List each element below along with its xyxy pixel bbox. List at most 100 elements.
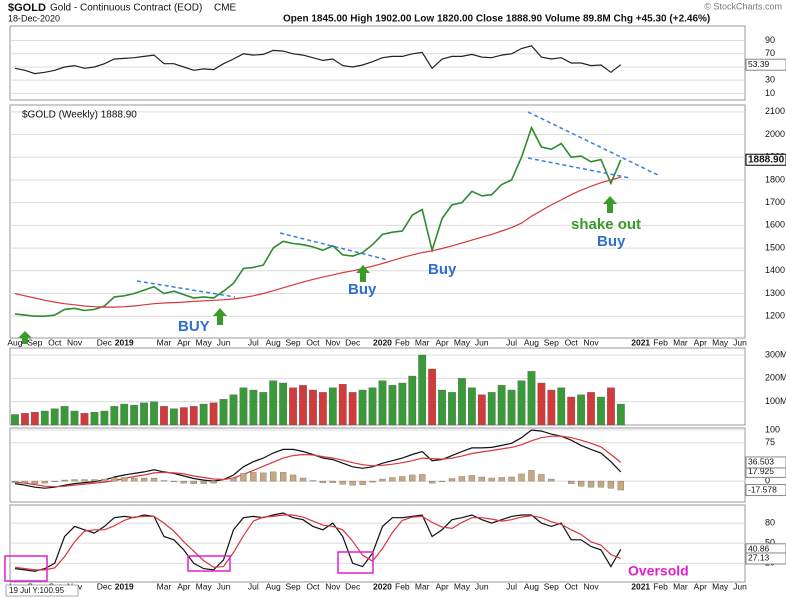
histogram-bar: [448, 478, 456, 482]
y-tick-label: 100M: [765, 396, 786, 406]
volume-bar: [458, 378, 466, 426]
credit: © StockCharts.com: [704, 1, 782, 11]
volume-bar: [577, 394, 585, 426]
x-tick-label: 2021: [631, 581, 650, 591]
x-tick-label: Feb: [395, 337, 410, 347]
volume-bar: [209, 402, 218, 426]
volume-bar: [408, 375, 417, 426]
y-tick-label: 1500: [765, 242, 785, 252]
volume-bar: [80, 413, 89, 426]
volume-bar: [398, 382, 407, 426]
quote: Open 1845.00 High 1902.00 Low 1820.00 Cl…: [283, 14, 710, 25]
arrow: [356, 265, 370, 282]
histogram-bar: [597, 480, 605, 488]
volume-bar: [229, 394, 238, 426]
volume-bar: [507, 389, 516, 426]
histogram-bar: [468, 475, 475, 482]
histogram-bar: [349, 480, 356, 486]
x-tick-label: May: [454, 337, 471, 347]
x-tick-label: 2019: [115, 581, 134, 591]
x-tick-label: Apr: [177, 337, 190, 347]
x-tick-label: 2019: [115, 337, 134, 347]
x-tick-label: Oct: [565, 337, 579, 347]
value-tag-box: [745, 153, 786, 166]
y-tick-label: 50: [765, 538, 775, 548]
volume-bar: [239, 387, 248, 426]
volume-bar: [368, 387, 377, 426]
x-tick-label: Apr: [435, 337, 448, 347]
histogram-bar: [538, 474, 545, 482]
x-tick-label: Jul: [506, 337, 517, 347]
x-tick-label: 2020: [373, 337, 392, 347]
histogram-bar: [121, 477, 128, 482]
trendline: [527, 111, 661, 177]
histogram-bar: [131, 477, 138, 482]
histogram-bar: [309, 480, 317, 482]
volume-bar: [477, 394, 486, 426]
volume-bar: [527, 371, 536, 426]
series-line: [14, 125, 622, 317]
series-line: [14, 512, 622, 572]
x-tick-label: Jun: [475, 581, 489, 591]
x-tick-label: Apr: [694, 337, 707, 347]
value-tag: 36.503: [748, 457, 774, 467]
volume-bar: [249, 389, 258, 426]
x-tick-label: Aug: [524, 337, 539, 347]
value-tag: 17.925: [748, 466, 774, 476]
volume-bar: [110, 406, 119, 426]
histogram-bar: [379, 478, 386, 482]
volume-bar: [50, 408, 59, 426]
histogram-bar: [230, 477, 237, 482]
x-tick-label: Jun: [217, 337, 231, 347]
x-tick-label: Jun: [733, 581, 747, 591]
arrows: [18, 196, 617, 344]
x-tick-label: Jul: [248, 337, 259, 347]
x-tick-label: Jul: [248, 581, 259, 591]
x-tick-label: Mar: [673, 337, 688, 347]
symbol: $GOLD: [8, 2, 46, 14]
value-tag: 27.13: [748, 553, 770, 563]
volume-bar: [378, 380, 387, 426]
histogram-bar: [101, 478, 108, 482]
x-tick-label: Apr: [435, 581, 448, 591]
annotation: Oversold: [628, 563, 689, 579]
y-tick-label: 1600: [765, 220, 785, 230]
trendline: [527, 157, 631, 179]
histogram-bar: [458, 476, 466, 482]
volume-bar: [537, 382, 546, 426]
histogram-bar: [409, 474, 416, 482]
x-tick-label: Dec: [345, 581, 361, 591]
histogram-bar: [280, 472, 287, 482]
volume-bar: [259, 392, 268, 426]
x-tick-label: Feb: [395, 581, 410, 591]
trendlines: [136, 111, 661, 298]
volume-bar: [497, 385, 506, 426]
annotation: BUY: [178, 318, 210, 335]
volume-bar: [189, 406, 198, 426]
y-tick-label: 10: [765, 88, 775, 98]
volume-bar: [607, 387, 615, 426]
volume-bar: [179, 407, 188, 426]
y-tick-label: 1400: [765, 265, 785, 275]
x-tick-label: May: [454, 581, 471, 591]
histogram-bar: [250, 472, 257, 482]
x-tick-label: Mar: [157, 337, 172, 347]
date: 18-Dec-2020: [8, 13, 60, 23]
volume-bar: [438, 389, 446, 426]
highlight-boxes: [4, 551, 374, 582]
volume-bar: [418, 354, 427, 426]
volume-bar: [338, 384, 347, 426]
y-tick-label: 300M: [765, 349, 786, 359]
y-tick-label: 75: [765, 437, 775, 447]
histogram-bar: [111, 477, 118, 482]
x-tick-label: Sep: [27, 337, 42, 347]
volume-bar: [160, 406, 168, 426]
histogram-bar: [270, 471, 277, 482]
volume-bar: [170, 408, 178, 426]
y-tick-label: 70: [765, 48, 775, 58]
cursor-label: 19 Jul Y:100.95: [9, 586, 65, 595]
y-tick-label: 2000: [765, 129, 785, 139]
histogram-bar: [299, 477, 307, 482]
volume-bar: [199, 403, 208, 426]
volume-bar: [279, 382, 288, 426]
